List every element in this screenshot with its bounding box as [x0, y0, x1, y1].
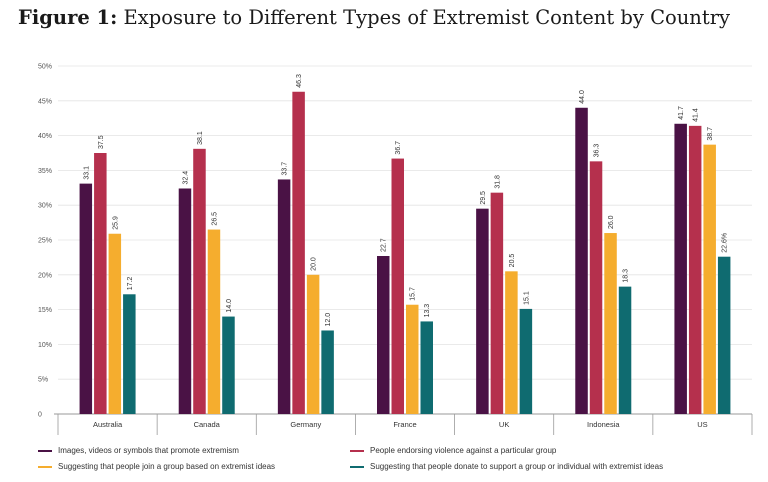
legend-item: Suggesting that people donate to support… — [350, 462, 663, 471]
legend-item: Images, videos or symbols that promote e… — [38, 446, 239, 455]
data-label: 41.7 — [678, 106, 685, 120]
bar — [519, 308, 533, 414]
bar — [108, 233, 122, 414]
legend-label: People endorsing violence against a part… — [370, 446, 557, 455]
data-label: 20.0 — [311, 257, 318, 271]
bar — [391, 158, 404, 414]
y-tick-label: 10% — [38, 342, 52, 349]
bar — [79, 183, 93, 414]
x-category-label: Germany — [290, 420, 321, 429]
x-category-label: Canada — [194, 420, 221, 429]
data-label: 22.6% — [722, 233, 729, 253]
data-label: 41.4 — [693, 108, 700, 122]
data-label: 26.0 — [608, 215, 615, 229]
bar — [193, 148, 206, 414]
bar — [306, 274, 320, 414]
data-label: 25.9 — [112, 216, 119, 230]
bar — [321, 330, 334, 414]
y-tick-label: 50% — [38, 64, 52, 71]
bar — [575, 107, 588, 414]
data-label: 44.0 — [579, 90, 586, 104]
y-tick-label: 30% — [38, 203, 52, 210]
x-category-label: Australia — [93, 420, 123, 429]
data-label: 36.7 — [395, 141, 402, 155]
legend-swatch — [38, 449, 52, 452]
data-label: 22.7 — [381, 238, 388, 252]
data-label: 15.1 — [523, 291, 530, 305]
data-label: 36.3 — [594, 144, 601, 158]
legend-label: Suggesting that people join a group base… — [58, 462, 276, 471]
data-label: 38.1 — [197, 131, 204, 145]
bar — [377, 256, 390, 414]
bar — [222, 316, 235, 414]
data-label: 38.7 — [707, 127, 714, 141]
y-tick-label: 15% — [38, 307, 52, 314]
data-label: 32.4 — [182, 171, 189, 185]
legend-swatch — [350, 465, 364, 468]
y-tick-label: 35% — [38, 168, 52, 175]
y-tick-label: 40% — [38, 133, 52, 140]
data-label: 17.2 — [127, 277, 134, 291]
bar — [604, 233, 617, 414]
data-label: 29.5 — [480, 191, 487, 205]
data-label: 18.3 — [623, 269, 630, 283]
bar — [674, 123, 687, 414]
bar — [94, 153, 107, 414]
data-label: 26.5 — [211, 212, 218, 226]
data-label: 14.0 — [226, 299, 233, 313]
bar — [420, 321, 433, 414]
bar — [505, 271, 518, 414]
bar — [490, 192, 504, 414]
bar — [589, 161, 603, 414]
bar — [207, 229, 221, 414]
bar — [618, 286, 632, 414]
y-tick-label: 45% — [38, 98, 52, 105]
legend-swatch — [38, 465, 52, 468]
legend-item: Suggesting that people join a group base… — [38, 462, 275, 471]
legend-item: People endorsing violence against a part… — [350, 446, 556, 455]
bar — [406, 304, 419, 414]
x-category-label: US — [697, 420, 707, 429]
bar — [703, 144, 716, 414]
figure-title-text: Exposure to Different Types of Extremist… — [123, 6, 731, 29]
data-label: 46.3 — [296, 74, 303, 88]
data-label: 20.5 — [509, 254, 516, 268]
x-category-label: Indonesia — [587, 420, 620, 429]
bar — [476, 208, 489, 414]
data-label: 33.1 — [83, 166, 90, 180]
y-tick-label: 5% — [38, 377, 48, 384]
data-label: 31.8 — [494, 175, 501, 189]
bar — [277, 179, 291, 414]
bar — [292, 91, 305, 414]
data-label: 37.5 — [98, 135, 105, 149]
y-tick-label: 0 — [38, 412, 42, 419]
data-label: 33.7 — [282, 162, 289, 176]
legend-label: Suggesting that people donate to support… — [370, 462, 664, 471]
bar — [178, 188, 192, 414]
legend-swatch — [350, 449, 364, 452]
bar-chart: 0 5% 10% 15% 20% 25% 30% 35% 40% 45% 50% Australia C… — [38, 64, 753, 435]
bar — [123, 294, 136, 414]
bar — [688, 125, 702, 414]
chart-title: Figure 1: Exposure to Different Types of… — [18, 6, 730, 29]
y-tick-label: 20% — [38, 272, 52, 279]
data-label: 12.0 — [325, 313, 332, 327]
figure-number: Figure 1: — [18, 6, 118, 29]
data-label: 15.7 — [410, 287, 417, 301]
x-category-label: France — [393, 420, 416, 429]
bar — [717, 256, 731, 414]
legend-label: Images, videos or symbols that promote e… — [58, 446, 239, 455]
x-category-label: UK — [499, 420, 509, 429]
y-tick-label: 25% — [38, 238, 52, 245]
data-label: 13.3 — [424, 304, 431, 318]
